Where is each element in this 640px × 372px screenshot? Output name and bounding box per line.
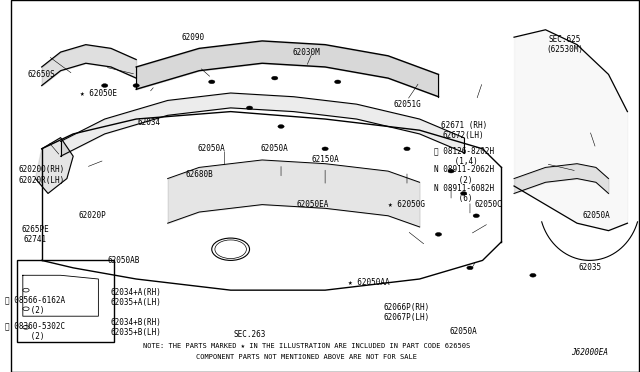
Text: 62050C: 62050C (475, 200, 503, 209)
Text: Ⓑ 08360-5302C
 (2): Ⓑ 08360-5302C (2) (5, 321, 65, 341)
Text: 62034: 62034 (137, 118, 161, 127)
Text: 62050A: 62050A (582, 211, 610, 220)
Circle shape (467, 266, 473, 270)
Text: 62034+A(RH)
62035+A(LH): 62034+A(RH) 62035+A(LH) (111, 288, 162, 307)
Text: Ⓑ 08126-8202H
 (1,4): Ⓑ 08126-8202H (1,4) (433, 147, 493, 166)
Circle shape (133, 84, 140, 87)
Text: ★ 62050G: ★ 62050G (388, 200, 426, 209)
Text: 62020O(RH)
62020R(LH): 62020O(RH) 62020R(LH) (19, 165, 65, 185)
Circle shape (246, 106, 253, 110)
Text: Ⓢ 08566-6162A
 (2): Ⓢ 08566-6162A (2) (5, 295, 65, 315)
Text: 62034+B(RH)
62035+B(LH): 62034+B(RH) 62035+B(LH) (111, 318, 162, 337)
Circle shape (435, 232, 442, 236)
Text: 62035: 62035 (578, 263, 601, 272)
Polygon shape (35, 138, 73, 193)
Text: N 08911-6082H
 (6): N 08911-6082H (6) (433, 184, 493, 203)
Text: NOTE: THE PARTS MARKED ★ IN THE ILLUSTRATION ARE INCLUDED IN PART CODE 62650S: NOTE: THE PARTS MARKED ★ IN THE ILLUSTRA… (143, 343, 470, 349)
Text: 62680B: 62680B (186, 170, 213, 179)
Text: 62066P(RH)
62067P(LH): 62066P(RH) 62067P(LH) (384, 303, 430, 322)
Text: 62050A: 62050A (198, 144, 226, 153)
Circle shape (530, 273, 536, 277)
Circle shape (473, 214, 479, 218)
Text: 62051G: 62051G (393, 100, 421, 109)
Circle shape (448, 169, 454, 173)
Text: 62050A: 62050A (261, 144, 289, 153)
Circle shape (271, 76, 278, 80)
Text: ★ 62050E: ★ 62050E (80, 89, 117, 97)
Circle shape (209, 80, 215, 84)
Text: 62030M: 62030M (292, 48, 320, 57)
Circle shape (335, 80, 341, 84)
Circle shape (322, 147, 328, 151)
Text: 62050EA: 62050EA (296, 200, 329, 209)
Text: 62020P: 62020P (78, 211, 106, 220)
Circle shape (461, 192, 467, 195)
Text: 62150A: 62150A (311, 155, 339, 164)
Text: 62090: 62090 (181, 33, 204, 42)
Text: 62050AB: 62050AB (108, 256, 140, 265)
Text: 62650S: 62650S (28, 70, 56, 79)
Text: COMPONENT PARTS NOT MENTIONED ABOVE ARE NOT FOR SALE: COMPONENT PARTS NOT MENTIONED ABOVE ARE … (196, 354, 417, 360)
Text: 62050A: 62050A (450, 327, 477, 336)
Circle shape (102, 84, 108, 87)
Bar (17, 260, 114, 342)
Text: ★ 62050AA: ★ 62050AA (348, 278, 390, 287)
Text: J62000EA: J62000EA (572, 348, 609, 357)
Text: SEC.625
(62530M): SEC.625 (62530M) (546, 35, 583, 54)
Text: 6265PE
62741: 6265PE 62741 (22, 225, 49, 244)
Text: N 08911-2062H
 (2): N 08911-2062H (2) (433, 165, 493, 185)
Circle shape (404, 147, 410, 151)
Circle shape (278, 125, 284, 128)
Text: SEC.263: SEC.263 (234, 330, 266, 339)
Text: 62671 (RH)
62672(LH): 62671 (RH) 62672(LH) (440, 121, 487, 140)
